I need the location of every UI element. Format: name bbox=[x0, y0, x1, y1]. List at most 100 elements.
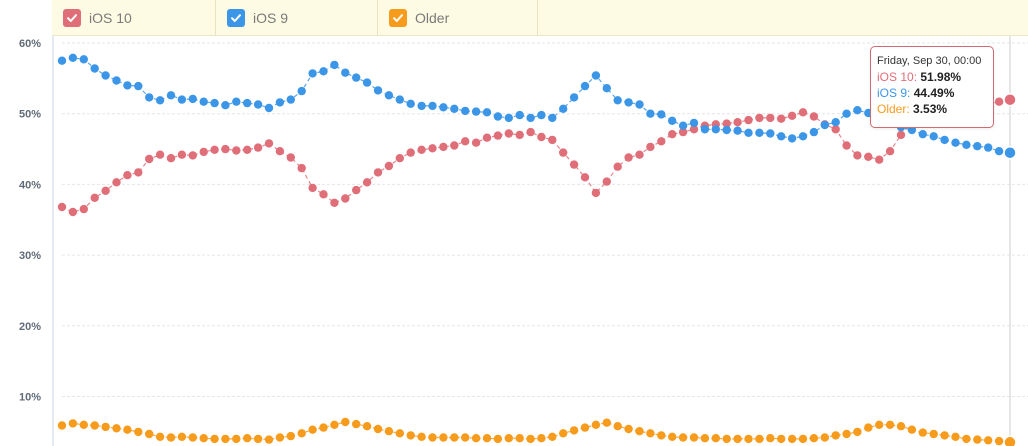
data-point bbox=[439, 433, 448, 442]
data-point bbox=[90, 421, 99, 430]
data-point bbox=[613, 96, 622, 105]
data-point bbox=[101, 422, 110, 432]
data-point bbox=[461, 137, 470, 146]
data-point bbox=[842, 429, 851, 439]
data-point bbox=[286, 431, 295, 441]
data-point bbox=[678, 127, 688, 137]
data-point bbox=[831, 125, 840, 134]
data-point bbox=[330, 420, 339, 429]
data-point bbox=[657, 431, 666, 440]
legend-item-older[interactable]: Older bbox=[378, 0, 538, 36]
data-point bbox=[515, 130, 524, 140]
data-point bbox=[123, 81, 132, 90]
tooltip-title: Friday, Sep 30, 00:00 bbox=[877, 55, 982, 67]
data-point bbox=[177, 150, 187, 159]
data-point bbox=[973, 142, 982, 151]
data-point bbox=[264, 103, 274, 113]
data-point bbox=[417, 145, 426, 154]
data-point bbox=[951, 138, 960, 147]
legend-item-ios9[interactable]: iOS 9 bbox=[216, 0, 378, 36]
tooltip-series-value: 51.98% bbox=[920, 70, 962, 84]
series-line-0 bbox=[61, 99, 1011, 213]
data-point bbox=[450, 433, 459, 442]
data-point bbox=[504, 113, 513, 123]
data-point bbox=[199, 434, 208, 443]
data-point bbox=[559, 104, 568, 114]
data-point bbox=[253, 143, 263, 152]
data-point bbox=[624, 424, 633, 434]
data-point bbox=[984, 436, 993, 445]
data-point bbox=[635, 427, 644, 436]
data-point bbox=[145, 429, 154, 439]
data-point bbox=[918, 130, 927, 139]
data-point bbox=[613, 162, 622, 171]
data-point bbox=[286, 153, 295, 162]
data-point bbox=[428, 144, 437, 153]
data-point bbox=[722, 125, 731, 135]
data-point bbox=[755, 128, 764, 137]
data-point bbox=[602, 418, 611, 427]
data-point bbox=[482, 434, 492, 443]
data-point bbox=[253, 434, 263, 444]
data-point bbox=[297, 163, 306, 173]
data-point bbox=[308, 183, 317, 193]
data-point bbox=[548, 432, 557, 441]
data-point bbox=[406, 99, 415, 109]
checkbox-checked-icon[interactable] bbox=[63, 9, 81, 27]
data-point bbox=[264, 435, 274, 444]
data-point bbox=[232, 146, 241, 155]
data-point bbox=[526, 113, 535, 123]
data-point bbox=[352, 185, 361, 195]
data-point bbox=[635, 100, 644, 109]
highlighted-data-point bbox=[1003, 145, 1017, 160]
data-point bbox=[177, 432, 187, 441]
data-point bbox=[253, 100, 263, 109]
checkbox-checked-icon[interactable] bbox=[389, 9, 407, 27]
data-point bbox=[68, 419, 78, 428]
data-point bbox=[624, 98, 633, 107]
data-point bbox=[493, 131, 503, 140]
data-point bbox=[439, 142, 448, 152]
legend-label: Older bbox=[415, 10, 450, 26]
tooltip-series-name: Older bbox=[877, 102, 907, 116]
data-point bbox=[569, 93, 579, 102]
data-point bbox=[831, 118, 840, 127]
data-point bbox=[406, 431, 415, 440]
data-point bbox=[962, 434, 971, 444]
data-point bbox=[929, 132, 938, 141]
data-point bbox=[471, 434, 481, 443]
data-point bbox=[243, 434, 252, 443]
data-point bbox=[929, 429, 938, 439]
y-tick-label: 20% bbox=[19, 321, 41, 333]
data-point bbox=[777, 132, 786, 141]
data-point bbox=[101, 71, 110, 80]
data-point bbox=[526, 127, 535, 137]
data-point bbox=[79, 55, 89, 64]
data-point bbox=[809, 112, 819, 121]
checkbox-checked-icon[interactable] bbox=[227, 9, 245, 27]
legend-item-ios10[interactable]: iOS 10 bbox=[52, 0, 216, 36]
data-point bbox=[646, 109, 655, 118]
data-point bbox=[918, 428, 927, 437]
data-point bbox=[68, 207, 78, 217]
data-point bbox=[951, 432, 960, 441]
data-point bbox=[319, 190, 328, 199]
data-point bbox=[297, 429, 306, 438]
data-point bbox=[341, 417, 350, 427]
data-point bbox=[134, 81, 143, 91]
data-point bbox=[777, 114, 786, 123]
data-point bbox=[842, 109, 851, 118]
data-point bbox=[559, 148, 568, 157]
tooltip-series-value: 44.49% bbox=[913, 86, 955, 100]
data-point bbox=[689, 433, 699, 442]
data-point bbox=[199, 147, 208, 157]
data-point bbox=[373, 168, 383, 177]
data-point bbox=[580, 173, 590, 182]
data-point bbox=[668, 432, 677, 441]
data-point bbox=[602, 177, 611, 186]
highlighted-data-point bbox=[1003, 92, 1017, 107]
tooltip-series-name: iOS 9 bbox=[877, 86, 908, 100]
tooltip-row-older: Older: 3.53% bbox=[877, 102, 948, 116]
data-point bbox=[221, 434, 230, 444]
data-point bbox=[809, 434, 819, 443]
